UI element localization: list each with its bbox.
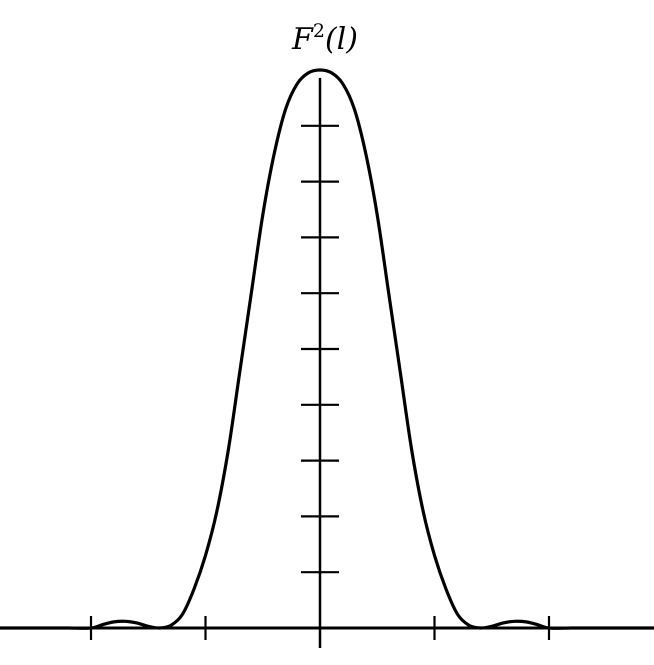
series-line — [0, 68, 654, 630]
y-axis-label: F2(l) — [270, 20, 380, 57]
y-axis-label-base: F — [292, 22, 313, 57]
y-axis-label-exponent: 2 — [312, 20, 325, 42]
y-axis-label-argument: (l) — [324, 22, 358, 57]
